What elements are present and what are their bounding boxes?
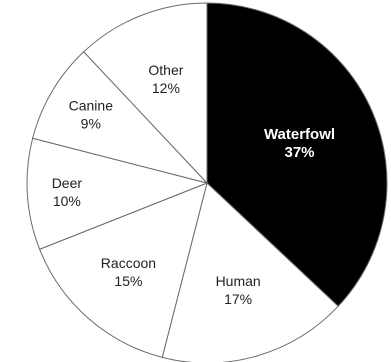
slice-percent-waterfowl: 37%: [284, 144, 314, 161]
slice-percent-human: 17%: [224, 291, 252, 307]
slice-label-waterfowl: Waterfowl: [264, 126, 335, 143]
slice-percent-raccoon: 15%: [114, 273, 142, 289]
slice-label-human: Human: [216, 273, 261, 289]
slice-percent-canine: 9%: [81, 115, 101, 131]
slice-label-raccoon: Raccoon: [101, 255, 156, 271]
pie-slice-human: [161, 182, 339, 362]
pie-slice-deer: [26, 137, 209, 250]
slice-label-other: Other: [148, 62, 183, 78]
slice-label-canine: Canine: [69, 97, 114, 113]
slice-percent-deer: 10%: [53, 193, 81, 209]
pie-slice-other: [83, 2, 208, 185]
pie-slice-canine: [32, 51, 209, 184]
pie-slice-raccoon: [38, 182, 208, 358]
pie-slice-waterfowl: [206, 2, 388, 307]
slice-label-deer: Deer: [52, 175, 83, 191]
slice-percent-other: 12%: [152, 80, 180, 96]
